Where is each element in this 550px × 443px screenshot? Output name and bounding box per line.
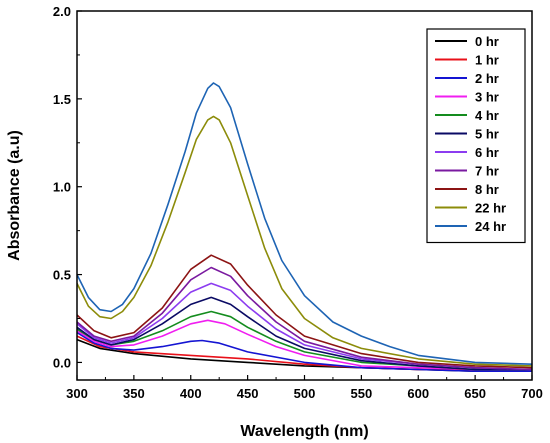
y-tick-label: 0.0: [53, 355, 71, 370]
legend-label: 8 hr: [475, 182, 499, 197]
x-tick-label: 450: [237, 386, 259, 401]
y-tick-label: 1.0: [53, 180, 71, 195]
series-line-3-hr: [77, 319, 532, 371]
x-tick-label: 300: [66, 386, 88, 401]
y-tick-label: 0.5: [53, 268, 71, 283]
series-line-7-hr: [77, 266, 532, 371]
series-line-24-hr: [77, 82, 532, 365]
x-tick-label: 650: [464, 386, 486, 401]
legend-label: 1 hr: [475, 53, 499, 68]
x-tick-label: 550: [351, 386, 373, 401]
legend-label: 0 hr: [475, 34, 499, 49]
series-line-22-hr: [77, 115, 532, 367]
x-tick-label: 700: [521, 386, 543, 401]
x-axis: 300 350 400 450 500 550 600 650 700: [66, 375, 543, 401]
x-tick-label: 600: [407, 386, 429, 401]
y-tick-label: 1.5: [53, 92, 71, 107]
y-axis-title: Absorbance (a.u): [6, 130, 23, 261]
y-axis: 0.0 0.5 1.0 1.5 2.0: [53, 4, 82, 370]
x-tick-label: 400: [180, 386, 202, 401]
legend: 0 hr 1 hr 2 hr 3 hr 4 hr 5 hr 6 hr 7 hr 8 hr 22 h…: [426, 28, 526, 244]
y-tick-label: 2.0: [53, 4, 71, 19]
legend-label: 7 hr: [475, 164, 499, 179]
legend-label: 24 hr: [475, 219, 506, 234]
legend-label: 2 hr: [475, 71, 499, 86]
legend-label: 4 hr: [475, 108, 499, 123]
legend-label: 6 hr: [475, 145, 499, 160]
series-line-2-hr: [77, 331, 532, 372]
x-tick-label: 350: [123, 386, 145, 401]
series-lines: [77, 82, 532, 372]
series-line-8-hr: [77, 254, 532, 369]
x-axis-title: Wavelength (nm): [240, 423, 368, 440]
x-tick-label: 500: [294, 386, 316, 401]
legend-label: 3 hr: [475, 90, 499, 105]
legend-label: 22 hr: [475, 201, 506, 216]
legend-label: 5 hr: [475, 127, 499, 142]
series-line-5-hr: [77, 296, 532, 371]
